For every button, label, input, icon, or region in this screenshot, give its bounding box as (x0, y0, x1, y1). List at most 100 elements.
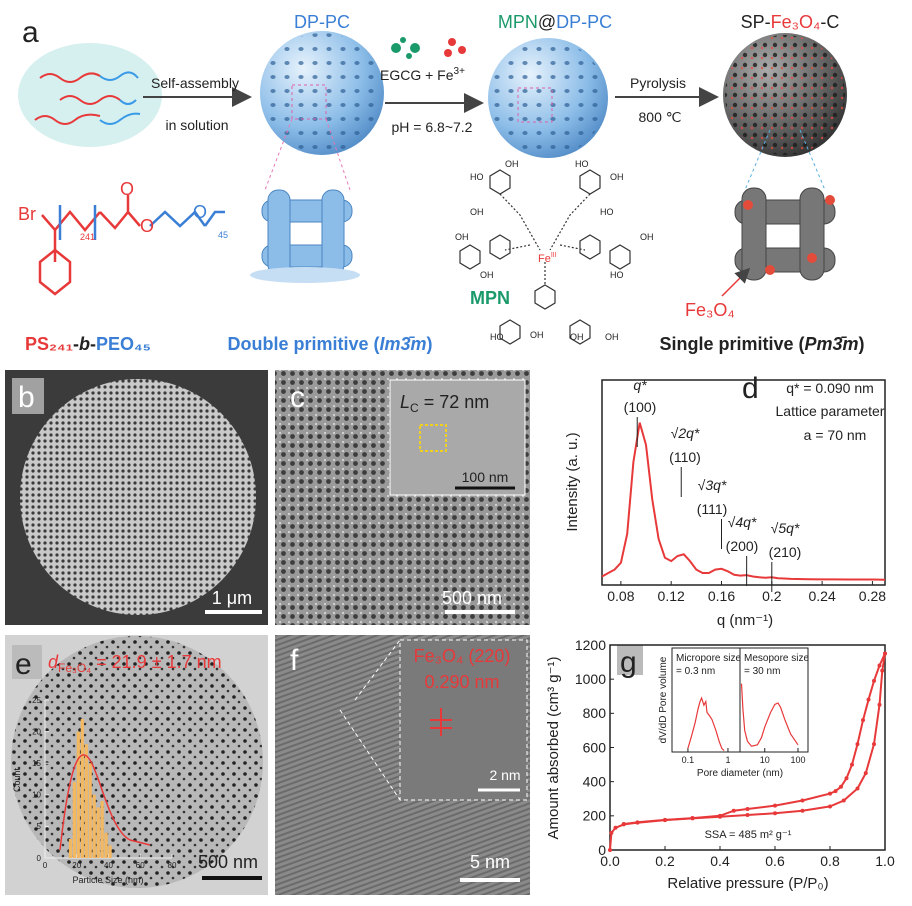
panel-c: c LC = 72 nm 100 nm 500 nm (275, 370, 530, 625)
pores (262, 33, 382, 153)
data-point (800, 798, 805, 803)
phase-label: Im3̄m (379, 334, 426, 354)
copolymer: b (79, 334, 90, 354)
fe-icon (444, 38, 466, 57)
scale-text: 5 nm (470, 852, 510, 872)
inset-text: = 0.3 nm (676, 666, 715, 677)
data-point (621, 822, 626, 827)
x-tick-label: 0.2 (762, 588, 782, 604)
panel-a: a Self-assembly in solution DP-PC EGCG +… (18, 12, 865, 354)
inset-image (389, 379, 526, 496)
data-point (663, 817, 667, 822)
data-line (687, 696, 725, 752)
note: a = 70 nm (804, 427, 867, 443)
zoom-lines (744, 129, 826, 191)
panel-label: d (742, 372, 759, 405)
y-tick-label: 10 (32, 791, 41, 800)
chains (99, 71, 141, 125)
hist-bar (80, 718, 84, 858)
y-tick-label: 0 (37, 854, 42, 863)
phase-label: Pm3̄m (805, 334, 859, 354)
label-box (617, 645, 643, 675)
group-label: HO (470, 172, 484, 182)
size-text: dFe₃O₄ = 21.9 ± 1.7 nm (48, 652, 222, 675)
peak-label: √4q* (728, 514, 757, 530)
data-point (828, 791, 832, 796)
x-axis-label: Pore diameter (nm) (697, 768, 783, 779)
zoom-lines (339, 639, 401, 801)
y-tick-label: 1000 (575, 671, 606, 687)
step-text: EGCG + Fe3+ (380, 66, 465, 83)
y-tick-label: 800 (583, 705, 607, 721)
x-tick-label: 0.6 (765, 853, 785, 869)
title: SP-Fe₃O₄-C (741, 12, 840, 32)
hist-bar (72, 782, 76, 858)
data-line (601, 422, 886, 581)
sphere-image (11, 636, 263, 888)
note: Lattice parameter (776, 403, 885, 419)
title: SP- (741, 12, 771, 32)
phase-label: ) (859, 334, 865, 354)
group-label: HO (600, 207, 614, 217)
panel-e: e dFe₃O₄ = 21.9 ± 1.7 nm 500 nm (5, 635, 268, 895)
x-tick-label: 0.28 (859, 588, 886, 604)
x-axis-label: Relative pressure (P/P₀) (667, 875, 828, 892)
panel-label: e (15, 648, 32, 681)
x-tick-label: 0.4 (710, 853, 730, 869)
step-text: in solution (165, 117, 228, 133)
title: @ (538, 12, 556, 32)
spacing-marker (430, 708, 452, 736)
egcg-icon (391, 37, 420, 59)
hist-bar (100, 801, 104, 858)
mpn-structure (459, 169, 631, 345)
data-point (833, 789, 838, 794)
inset-text: L (400, 392, 410, 412)
data-point (877, 663, 882, 668)
panel-b: b 1 μm (5, 370, 268, 625)
data-point (880, 668, 885, 673)
panel-f: f Fe₃O₄ (220) 0.290 nm 2 nm 5 nm (275, 635, 530, 895)
data-point (745, 812, 750, 817)
pointer (721, 267, 751, 297)
phase-label: Double primitive (Im3̄m) (227, 334, 432, 354)
data-point (883, 651, 887, 656)
group-label: OH (505, 159, 519, 169)
lattice-blue (250, 189, 360, 283)
pores (490, 40, 606, 156)
scale-text: 1 μm (212, 588, 252, 608)
data-point (844, 776, 849, 781)
title: DP-PC (294, 12, 350, 32)
y-tick-label: 600 (583, 739, 607, 755)
y-tick-label: 200 (583, 808, 607, 824)
step-text: EGCG + Fe (380, 67, 454, 83)
group-label: OH (570, 332, 584, 342)
chart: 0.08 0.12 0.16 0.2 0.24 0.28 q (nm⁻¹) Intensity… (564, 377, 886, 629)
group-label: OH (455, 232, 469, 242)
repeat: 45 (218, 230, 228, 240)
data-point (872, 742, 876, 747)
charts: 0.08 0.12 0.16 0.2 0.24 0.28 q (nm⁻¹) Intensity… (12, 377, 895, 892)
peak-index: (100) (624, 399, 657, 415)
hist-bar (68, 839, 72, 858)
plot-frame (601, 379, 886, 586)
hist-bar (84, 744, 88, 858)
x-tick-label: 1 (725, 755, 730, 765)
group-label: HO (610, 270, 624, 280)
data-point (850, 762, 854, 767)
metal: Fe (538, 253, 551, 265)
pores (725, 35, 845, 155)
mpn-groups: HO OH HO OH OH HO OH OH HO OH HO OH OH OH (455, 159, 654, 342)
panel-g-text: g Micropore size = 0.3 nm Mesopore size … (617, 645, 809, 841)
y-axis-label: Count (12, 768, 22, 793)
x-axis-label: Particle Size (nm) (72, 875, 143, 885)
title: MPN@DP-PC (498, 12, 612, 32)
peak-index: (111) (697, 501, 728, 517)
panel-label: f (290, 644, 299, 677)
y-tick-label: 5 (37, 822, 42, 831)
title: -C (820, 12, 839, 32)
hist-bar (96, 807, 100, 858)
x-tick-label: 100 (790, 755, 805, 765)
y-tick-label: 20 (32, 727, 41, 736)
fit-curve (59, 754, 151, 851)
scale-text: 500 nm (198, 852, 258, 872)
